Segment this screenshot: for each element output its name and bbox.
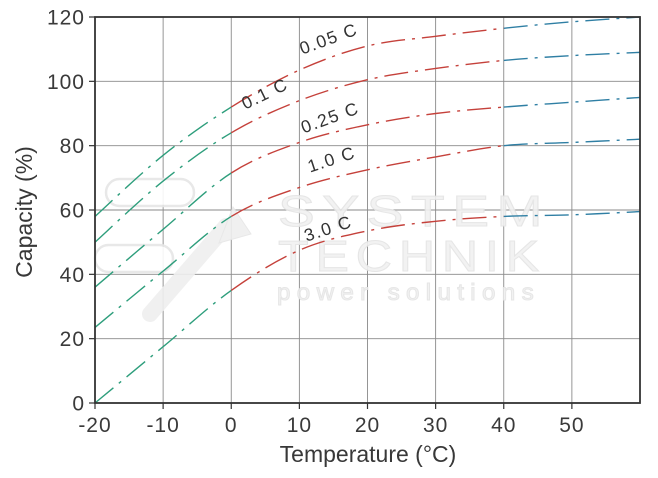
curve-0.1C (94, 51, 641, 243)
curve-segment (503, 138, 641, 147)
data-curves (94, 16, 641, 404)
y-tick-label: 60 (60, 200, 85, 223)
grid-lines (95, 17, 640, 403)
curve-segment (230, 59, 504, 134)
curve-segment (230, 215, 504, 291)
curve-segment (94, 215, 232, 328)
x-axis-title: Temperature (°C) (280, 441, 457, 467)
y-tick-label: 0 (72, 393, 85, 416)
curve-segment (503, 16, 641, 29)
y-tick-label: 80 (60, 135, 85, 158)
watermark-text-line2: TECHNIK (278, 232, 546, 281)
curve-0.25C (94, 96, 641, 288)
x-tick-label: 40 (491, 414, 516, 437)
curve-label: 0.25 C (298, 98, 362, 138)
curve-label: 1.0 C (305, 142, 358, 176)
x-tick-label: 20 (355, 414, 380, 437)
x-tick-label: -20 (78, 414, 111, 437)
y-tick-label: 20 (60, 328, 85, 351)
x-tick-label: 0 (225, 414, 238, 437)
watermark-text-line3: power solutions (277, 279, 540, 305)
curve-1.0C (94, 138, 641, 328)
curve-label: 0.05 C (297, 19, 361, 59)
y-axis-title: Capacity (%) (11, 146, 37, 278)
watermark: SYSTEM TECHNIK power solutions (93, 177, 550, 322)
x-tick-label: 30 (423, 414, 448, 437)
curve-segment (503, 210, 641, 218)
watermark-text-line1: SYSTEM (278, 187, 550, 236)
y-tick-label: 100 (47, 71, 85, 94)
axis-ticks (89, 16, 573, 409)
curve-segment (503, 96, 641, 108)
y-tick-label: 40 (60, 264, 85, 287)
curve-segment (94, 289, 232, 404)
x-tick-label: -10 (146, 414, 179, 437)
x-tick-label: 50 (559, 414, 584, 437)
curve-segment (94, 106, 232, 217)
curve-segment (230, 106, 504, 174)
axis-tick-labels: -20 -10 0 10 20 30 40 50 0 20 40 60 80 100 120 (47, 7, 584, 438)
y-tick-label: 120 (47, 7, 85, 30)
curve-0.05C (94, 16, 641, 217)
curve-segment (94, 172, 232, 288)
curve-segment (230, 144, 504, 218)
curve-segment (94, 132, 232, 243)
x-tick-label: 10 (287, 414, 312, 437)
curve-3.0C (94, 210, 641, 404)
curve-segment (230, 27, 504, 108)
curve-segment (503, 51, 641, 62)
